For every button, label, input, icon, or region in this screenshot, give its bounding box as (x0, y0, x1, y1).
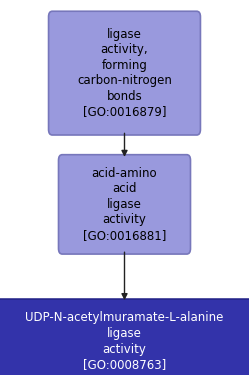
Text: ligase
activity,
forming
carbon-nitrogen
bonds
[GO:0016879]: ligase activity, forming carbon-nitrogen… (77, 28, 172, 118)
FancyBboxPatch shape (49, 11, 200, 135)
Text: acid-amino
acid
ligase
activity
[GO:0016881]: acid-amino acid ligase activity [GO:0016… (83, 167, 166, 242)
FancyBboxPatch shape (59, 154, 190, 254)
Text: UDP-N-acetylmuramate-L-alanine
ligase
activity
[GO:0008763]: UDP-N-acetylmuramate-L-alanine ligase ac… (25, 312, 224, 371)
FancyBboxPatch shape (0, 299, 249, 375)
